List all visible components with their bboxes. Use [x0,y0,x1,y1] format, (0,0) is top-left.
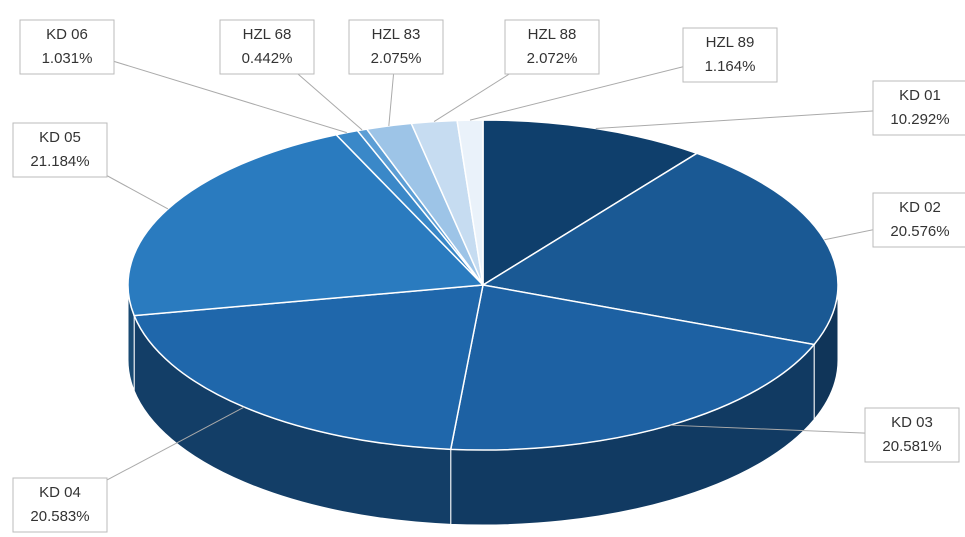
label-value: 20.581% [882,438,941,455]
label-value: 21.184% [30,153,89,170]
label-name: KD 06 [46,26,88,43]
label-box [864,407,960,463]
label-value: 10.292% [890,111,949,128]
label-name: KD 05 [39,129,81,146]
label-box [12,122,108,178]
label-value: 2.075% [371,50,422,67]
label-box [682,27,778,83]
label-value: 1.164% [705,58,756,75]
label-value: 2.072% [527,50,578,67]
label-box [872,192,965,248]
label-box [872,80,965,136]
label-name: HZL 88 [528,26,577,43]
slice [127,133,485,317]
label-value: 1.031% [42,50,93,67]
label-value: 20.576% [890,223,949,240]
label-box [504,19,600,75]
label-name: HZL 83 [372,26,421,43]
slice [482,119,699,287]
label-name: KD 04 [39,484,81,501]
leader-line [595,107,921,130]
label-box [219,19,315,75]
label-name: KD 03 [891,414,933,431]
label-name: HZL 89 [706,34,755,51]
label-box [12,477,108,533]
slice [480,152,839,346]
label-name: KD 01 [899,87,941,104]
label-box [19,19,115,75]
label-name: HZL 68 [243,26,292,43]
label-value: 0.442% [242,50,293,67]
label-value: 20.583% [30,508,89,525]
label-name: KD 02 [899,199,941,216]
label-box [348,19,444,75]
